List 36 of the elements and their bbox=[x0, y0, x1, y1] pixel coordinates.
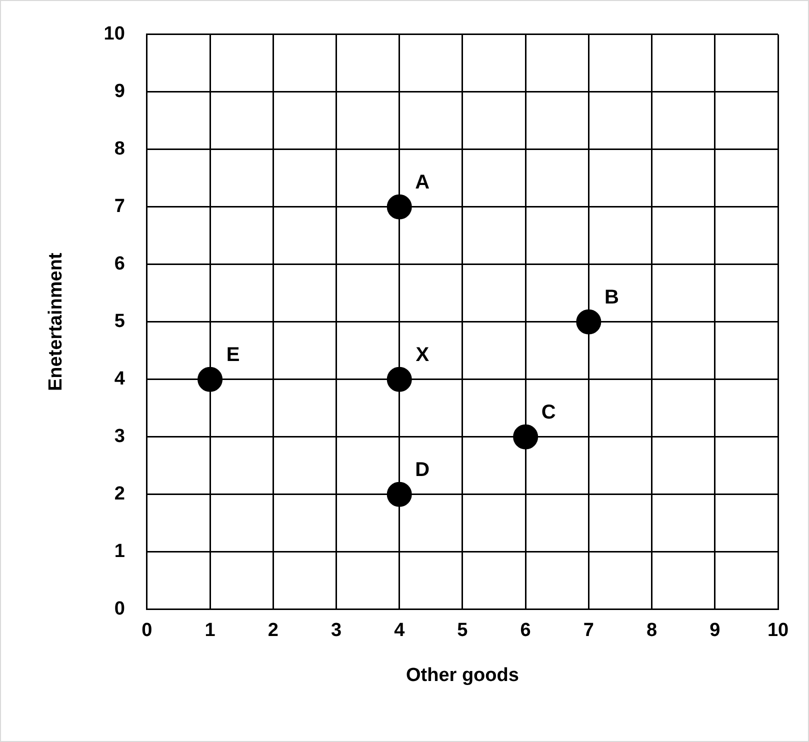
y-tick-label: 4 bbox=[114, 368, 126, 390]
x-tick-label: 0 bbox=[142, 620, 152, 642]
x-tick-label: 9 bbox=[710, 620, 720, 642]
annotation: E bbox=[226, 344, 240, 366]
x-tick-label: 10 bbox=[767, 620, 789, 642]
y-tick-label: 5 bbox=[114, 311, 126, 332]
y-tick-label: 6 bbox=[114, 254, 125, 275]
y-axis-title: Enetertainment bbox=[46, 252, 67, 392]
y-tick-label: 0 bbox=[114, 598, 125, 620]
y-tick-label: 10 bbox=[104, 24, 125, 45]
x-tick-label: 8 bbox=[646, 620, 658, 642]
x-tick-label: 6 bbox=[520, 620, 531, 642]
x-axis-title: Other goods bbox=[406, 664, 519, 686]
point bbox=[198, 366, 223, 392]
y-tick-label: 9 bbox=[114, 81, 125, 102]
x-tick-label: 7 bbox=[583, 620, 594, 642]
point bbox=[386, 366, 412, 392]
point bbox=[513, 424, 538, 450]
annotation: X bbox=[416, 344, 430, 366]
y-tick-label: 3 bbox=[114, 426, 125, 448]
point bbox=[576, 309, 602, 334]
x-tick-label: 4 bbox=[394, 620, 406, 642]
x-tick-label: 2 bbox=[268, 620, 278, 642]
point bbox=[386, 482, 412, 507]
y-tick-label: 7 bbox=[114, 196, 125, 218]
annotation: D bbox=[415, 458, 430, 481]
annotation: C bbox=[541, 401, 556, 424]
y-tick-label: 1 bbox=[114, 541, 126, 562]
annotation: B bbox=[604, 286, 619, 308]
annotation: A bbox=[415, 171, 430, 194]
x-tick-label: 5 bbox=[457, 620, 468, 642]
x-tick-label: 3 bbox=[330, 620, 342, 642]
y-tick-label: 8 bbox=[114, 138, 125, 160]
x-tick-label: 1 bbox=[204, 620, 216, 642]
point bbox=[386, 194, 412, 220]
y-tick-label: 2 bbox=[114, 484, 125, 505]
